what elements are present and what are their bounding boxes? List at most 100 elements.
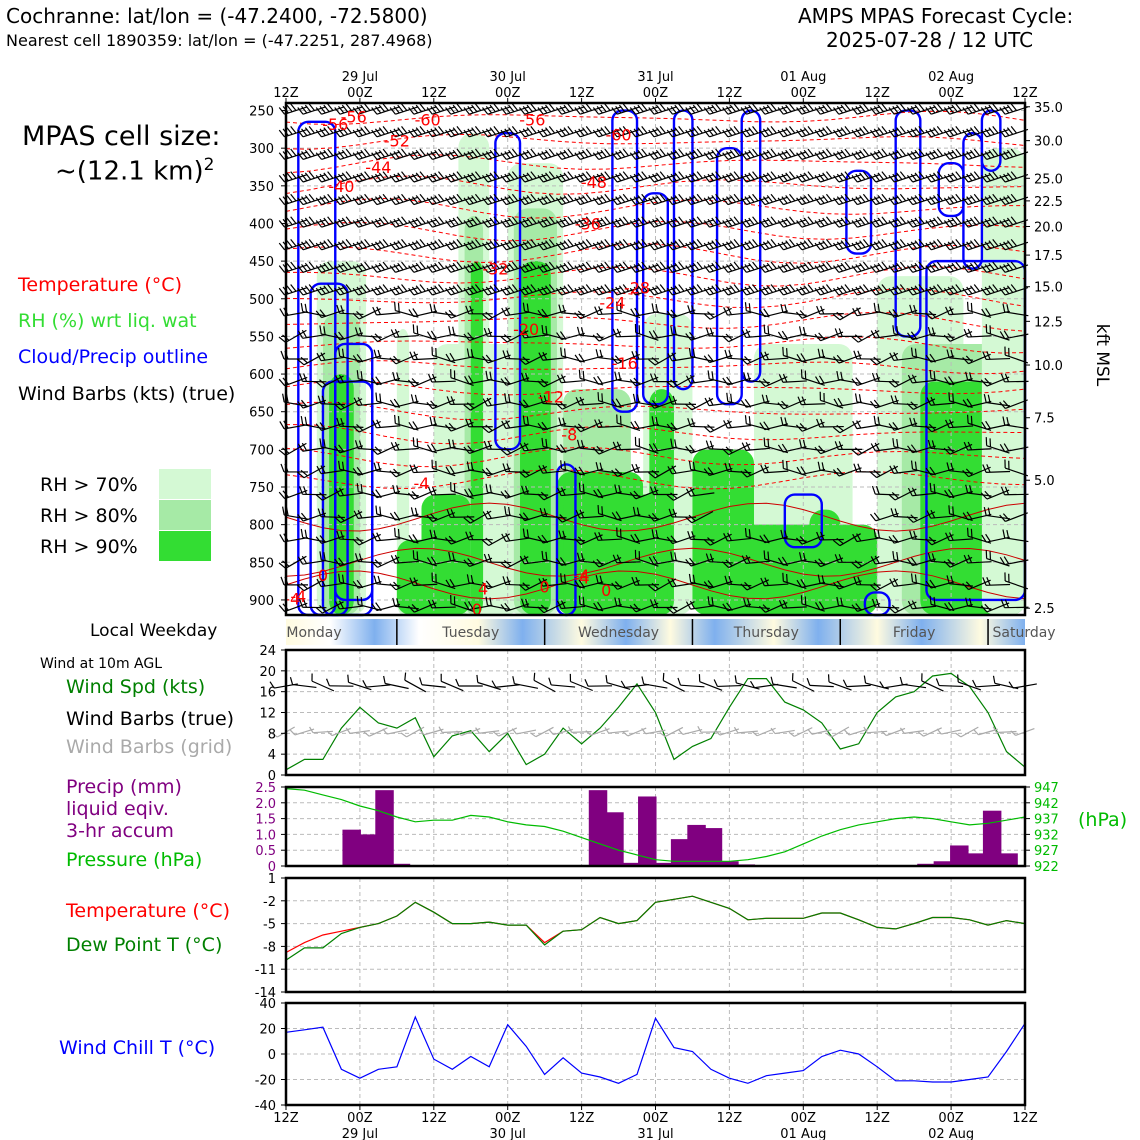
wind-barb — [869, 216, 899, 228]
wind-barb-feather — [327, 103, 334, 111]
top-time-tick-label: 00Z — [643, 86, 669, 101]
wind-barb-feather — [341, 172, 349, 180]
bottom-time-tick-label: 00Z — [347, 1111, 373, 1126]
wind-barb — [574, 148, 604, 160]
precip-bar — [966, 853, 985, 866]
wind-barb-shaft — [284, 489, 308, 500]
wind-barb-feather — [289, 729, 296, 736]
wind-barb-feather — [319, 218, 326, 227]
temperature-contour — [285, 133, 1026, 150]
wind-barb-feather — [304, 172, 312, 180]
cycle-time: 2025-07-28 / 12 UTC — [826, 28, 1034, 52]
wind-barb-feather — [364, 171, 371, 179]
wind-barb-feather — [319, 535, 326, 543]
wind-barb — [759, 284, 788, 296]
temperature-contour-label: -48 — [581, 173, 607, 192]
wind-barb-feather — [297, 265, 304, 273]
temperature-contour-label: -32 — [482, 260, 508, 279]
rh-shade — [470, 261, 484, 615]
wind-barb — [666, 126, 696, 138]
wind-barb — [389, 216, 419, 228]
wind-barb — [777, 148, 807, 160]
legend-wind-barbs: Wind Barbs (kts) (true) — [18, 383, 236, 405]
temperature-contour — [285, 154, 1026, 174]
wind-barb-feather — [319, 286, 326, 295]
wind-barb — [334, 511, 363, 524]
wind-barb — [297, 103, 327, 115]
wind-barb — [685, 148, 715, 160]
wind-barb-shaft — [284, 514, 308, 520]
wind-barb-shaft — [320, 582, 345, 588]
wind-barb — [297, 148, 327, 160]
precip-tick-label: 2.5 — [255, 781, 276, 796]
wind-barb-feather — [286, 240, 293, 248]
wind-barb-feather — [323, 104, 330, 113]
wind-barb-10m — [512, 676, 539, 689]
wind-barb-feather — [842, 679, 848, 687]
wind-barb — [796, 103, 825, 115]
wind-barb-feather — [397, 303, 400, 312]
wind-barb-10m — [404, 672, 427, 693]
wind-barb-feather — [334, 558, 341, 567]
legend-rh70: RH > 70% — [40, 474, 138, 496]
wind-barb — [703, 126, 733, 138]
wind-barb-feather — [412, 437, 415, 446]
temperature-contour — [285, 446, 1026, 468]
wind-barb-feather — [286, 217, 293, 226]
wind-barb-feather — [321, 395, 326, 405]
wind-barb-feather — [334, 445, 341, 454]
wind-barb — [278, 103, 308, 115]
wind-barb-feather — [338, 173, 345, 182]
wind-barb-feather — [345, 148, 352, 157]
pressure-tick-label: 947 — [1034, 781, 1059, 796]
wind-barb-10m — [842, 679, 871, 688]
wind-barb — [408, 216, 437, 228]
wind-barb — [925, 239, 955, 251]
wind-barb-feather — [781, 330, 788, 339]
wind-barb-feather — [289, 677, 294, 685]
temps-tick-label: -2 — [263, 895, 276, 910]
wind-barb-feather — [412, 308, 419, 316]
wind-barb-feather — [744, 415, 747, 424]
wind-barb-grid — [419, 728, 444, 736]
pressure-tick-label: 922 — [1034, 860, 1059, 875]
wind-barb-feather — [345, 239, 352, 247]
wind-barb — [814, 284, 844, 296]
wind-barb — [851, 284, 881, 296]
wind-barb — [685, 216, 715, 228]
temperature-contour-label: -28 — [624, 278, 650, 297]
wind-barb-feather — [935, 678, 940, 686]
precip-label-3: 3-hr accum — [66, 820, 174, 842]
wind-barb — [685, 126, 715, 138]
top-time-tick-label: 12Z — [717, 86, 743, 101]
wind-barb-feather — [319, 438, 322, 447]
wind-barb — [352, 420, 381, 433]
wind-barb-feather — [335, 488, 341, 497]
wind-barb-feather — [548, 677, 552, 686]
wind-barb-10m — [899, 676, 927, 689]
wind-barb — [371, 216, 400, 228]
wind-barb — [592, 239, 622, 251]
wind-barb — [297, 329, 327, 339]
wind-barb-feather — [338, 264, 345, 272]
precip-label-2: liquid eqiv. — [66, 798, 169, 820]
wind-barb-feather — [278, 336, 286, 343]
wind-barb — [297, 465, 326, 479]
wind-barb-feather — [304, 303, 308, 313]
pressure-tick-label: 650 — [249, 406, 274, 421]
wind-barb-feather — [748, 416, 751, 425]
top-date-label: 31 Jul — [637, 70, 673, 85]
wind-barb-feather — [320, 465, 326, 474]
wind-barb-feather — [662, 672, 665, 681]
wind-barb-feather — [301, 264, 308, 272]
wind-barb-feather — [341, 195, 349, 203]
wind-barb-feather — [354, 327, 359, 336]
precip-bar — [342, 829, 361, 866]
temperature-contour — [285, 468, 1026, 490]
wind-barb-feather — [400, 732, 407, 738]
wind-barb — [685, 284, 715, 296]
wind-barb — [389, 261, 419, 273]
wind-barb — [315, 375, 344, 388]
wind-barb-feather — [319, 422, 326, 430]
pressure-tick-label: 550 — [249, 330, 274, 345]
